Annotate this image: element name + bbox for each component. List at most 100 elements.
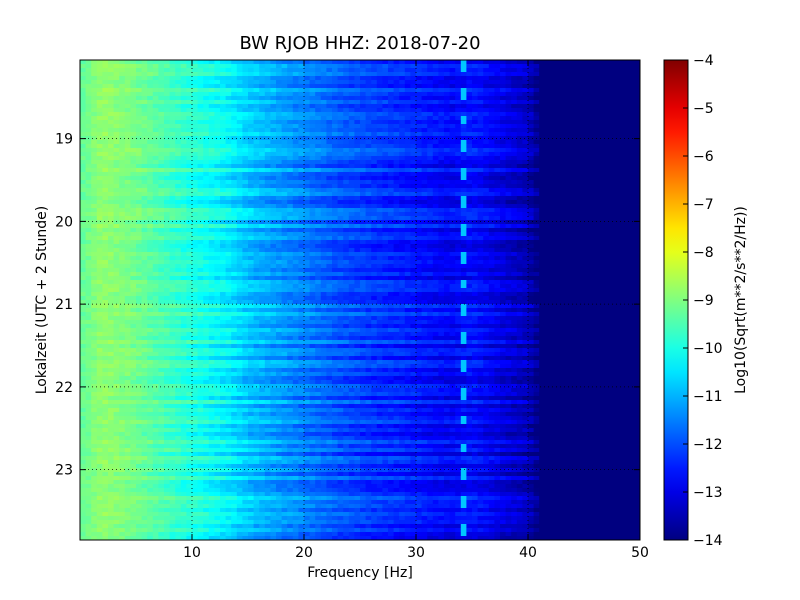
- heatmap-cell: [169, 120, 176, 125]
- heatmap-cell: [158, 172, 165, 177]
- heatmap-cell: [130, 188, 137, 193]
- heatmap-cell: [152, 200, 159, 205]
- heatmap-cell: [180, 100, 187, 105]
- heatmap-cell: [203, 140, 210, 145]
- heatmap-cell: [449, 160, 456, 165]
- heatmap-cell: [483, 112, 490, 117]
- heatmap-cell: [96, 144, 103, 149]
- heatmap-cell: [589, 244, 596, 249]
- heatmap-cell: [393, 240, 400, 245]
- heatmap-cell: [96, 116, 103, 121]
- heatmap-cell: [287, 172, 294, 177]
- heatmap-cell: [360, 116, 367, 121]
- heatmap-cell: [281, 240, 288, 245]
- heatmap-cell: [500, 124, 507, 129]
- heatmap-cell: [220, 184, 227, 189]
- heatmap-cell: [365, 108, 372, 113]
- heatmap-cell: [444, 184, 451, 189]
- heatmap-cell: [623, 252, 630, 257]
- heatmap-cell: [343, 84, 350, 89]
- heatmap-cell: [85, 200, 92, 205]
- heatmap-cell: [388, 152, 395, 157]
- heatmap-cell: [556, 128, 563, 133]
- heatmap-cell: [130, 244, 137, 249]
- heatmap-cell: [214, 88, 221, 93]
- heatmap-cell: [169, 112, 176, 117]
- heatmap-cell: [320, 156, 327, 161]
- heatmap-cell: [466, 204, 473, 209]
- heatmap-cell: [600, 128, 607, 133]
- heatmap-cell: [460, 200, 467, 205]
- heatmap-cell: [276, 144, 283, 149]
- heatmap-cell: [572, 240, 579, 245]
- heatmap-cell: [477, 160, 484, 165]
- heatmap-cell: [494, 144, 501, 149]
- heatmap-cell: [578, 128, 585, 133]
- heatmap-cell: [141, 224, 148, 229]
- heatmap-cell: [113, 152, 120, 157]
- heatmap-cell: [85, 184, 92, 189]
- heatmap-cell: [141, 148, 148, 153]
- heatmap-cell: [472, 80, 479, 85]
- heatmap-cell: [561, 180, 568, 185]
- heatmap-cell: [466, 124, 473, 129]
- heatmap-cell: [180, 152, 187, 157]
- heatmap-cell: [348, 88, 355, 93]
- heatmap-cell: [612, 112, 619, 117]
- heatmap-cell: [393, 164, 400, 169]
- heatmap-cell: [371, 72, 378, 77]
- heatmap-cell: [203, 252, 210, 257]
- heatmap-cell: [522, 204, 529, 209]
- heatmap-cell: [634, 232, 640, 237]
- heatmap-cell: [371, 128, 378, 133]
- heatmap-cell: [192, 152, 199, 157]
- heatmap-cell: [511, 188, 518, 193]
- heatmap-cell: [320, 108, 327, 113]
- heatmap-cell: [169, 252, 176, 257]
- heatmap-cell: [584, 204, 591, 209]
- heatmap-cell: [180, 84, 187, 89]
- heatmap-cell: [304, 172, 311, 177]
- heatmap-cell: [393, 132, 400, 137]
- heatmap-cell: [617, 100, 624, 105]
- heatmap-cell: [208, 128, 215, 133]
- heatmap-cell: [606, 196, 613, 201]
- heatmap-cell: [320, 100, 327, 105]
- heatmap-cell: [544, 220, 551, 225]
- heatmap-cell: [376, 196, 383, 201]
- heatmap-cell: [550, 248, 557, 253]
- heatmap-cell: [91, 228, 98, 233]
- heatmap-cell: [623, 160, 630, 165]
- heatmap-cell: [119, 124, 126, 129]
- heatmap-cell: [388, 76, 395, 81]
- heatmap-cell: [236, 256, 243, 261]
- heatmap-cell: [533, 172, 540, 177]
- heatmap-cell: [147, 256, 154, 261]
- heatmap-cell: [292, 192, 299, 197]
- heatmap-cell: [539, 184, 546, 189]
- heatmap-cell: [511, 252, 518, 257]
- heatmap-cell: [270, 256, 277, 261]
- heatmap-cell: [382, 252, 389, 257]
- heatmap-cell: [175, 124, 182, 129]
- heatmap-cell: [365, 240, 372, 245]
- heatmap-cell: [136, 224, 143, 229]
- heatmap-cell: [595, 80, 602, 85]
- heatmap-cell: [404, 76, 411, 81]
- heatmap-cell: [544, 80, 551, 85]
- heatmap-cell: [220, 180, 227, 185]
- heatmap-cell: [304, 204, 311, 209]
- heatmap-cell: [130, 160, 137, 165]
- heatmap-cell: [399, 232, 406, 237]
- heatmap-cell: [522, 188, 529, 193]
- heatmap-cell: [404, 124, 411, 129]
- heatmap-cell: [141, 84, 148, 89]
- heatmap-cell: [533, 68, 540, 73]
- heatmap-cell: [444, 132, 451, 137]
- heatmap-cell: [292, 60, 299, 65]
- heatmap-cell: [360, 224, 367, 229]
- heatmap-cell: [393, 208, 400, 213]
- heatmap-cell: [270, 164, 277, 169]
- heatmap-cell: [175, 248, 182, 253]
- heatmap-cell: [124, 248, 131, 253]
